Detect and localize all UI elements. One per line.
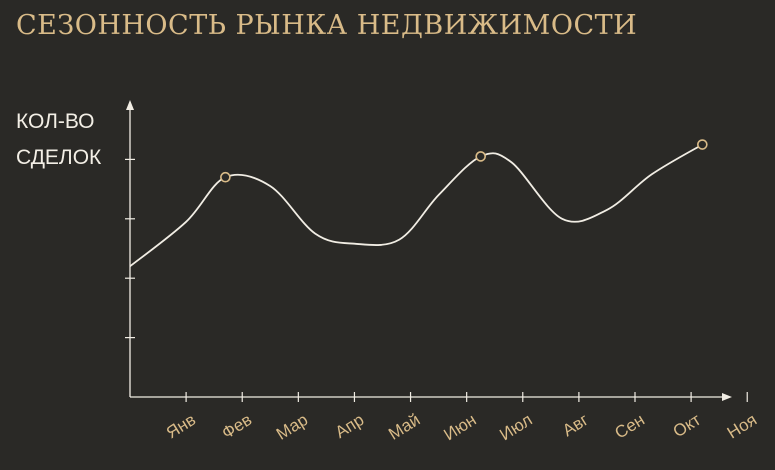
x-axis-arrow: [722, 393, 732, 401]
data-point-marker-2: [475, 151, 486, 162]
chart-title: СЕЗОННОСТЬ РЫНКА НЕДВИЖИМОСТИ: [16, 10, 638, 41]
x-tick-label-3: Мар: [273, 410, 311, 444]
data-point-marker-3: [697, 139, 708, 150]
x-tick-label-4: Апр: [332, 410, 368, 442]
series-line: [129, 143, 703, 268]
x-tick-label-10: Окт: [670, 410, 705, 441]
x-tick-label-5: Май: [385, 410, 423, 444]
x-tick-label-2: Фев: [218, 410, 255, 443]
y-axis-label-line-2: СДЕЛОК: [16, 146, 102, 169]
y-ticks: [125, 158, 135, 339]
x-tick-label-11: Ноя: [724, 410, 760, 443]
x-tick-label-8: Авг: [559, 410, 592, 440]
markers: [220, 139, 708, 183]
x-tick-label-7: Июл: [496, 410, 535, 444]
x-tick-label-9: Сен: [611, 410, 647, 443]
x-ticks: ЯнвФевМарАпрМайИюнИюлАвгСенОктНояДек: [163, 392, 760, 444]
x-tick-label-6: Июн: [440, 410, 479, 444]
x-tick-label-1: Янв: [163, 410, 199, 442]
axes: [126, 100, 732, 401]
data-point-marker-1: [220, 171, 231, 183]
y-axis-arrow: [126, 100, 134, 110]
y-axis-label: КОЛ-ВО СДЕЛОК: [16, 104, 101, 176]
y-axis-label-line-1: КОЛ-ВО: [16, 110, 95, 133]
